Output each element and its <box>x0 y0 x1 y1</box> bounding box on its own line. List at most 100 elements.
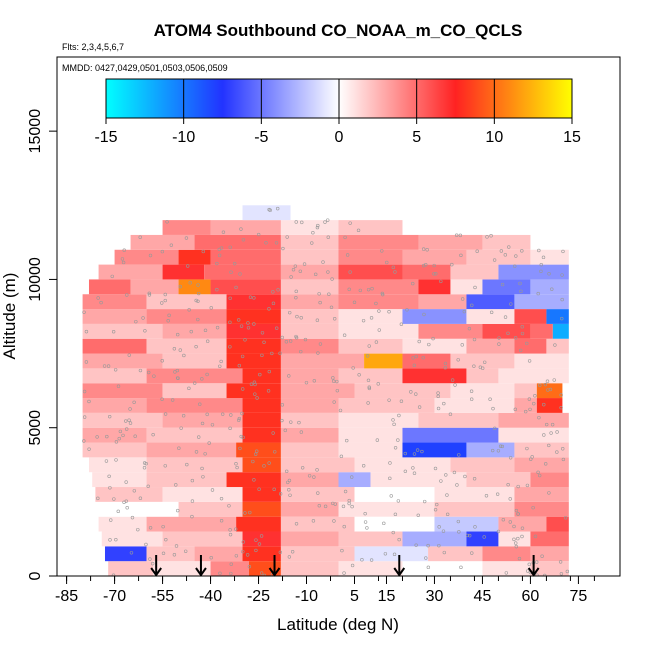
heatmap-cell <box>402 309 467 324</box>
sample-point <box>369 316 374 320</box>
sample-point <box>374 301 378 306</box>
sample-point <box>422 263 426 268</box>
sample-point <box>488 397 492 401</box>
sample-point <box>351 366 355 370</box>
sample-point <box>200 421 205 426</box>
x-tick-label: -10 <box>295 588 318 605</box>
sample-point <box>455 483 459 487</box>
sample-point <box>136 527 140 532</box>
colorbar-tick-label: -10 <box>172 129 195 146</box>
sample-point <box>161 551 166 555</box>
sample-point <box>170 398 175 402</box>
sample-point <box>271 301 276 306</box>
sample-point <box>550 287 554 291</box>
sample-point <box>516 484 520 489</box>
sample-point <box>414 392 418 396</box>
heatmap-cell <box>82 353 163 369</box>
heatmap-cell <box>466 442 515 458</box>
sample-point <box>190 499 195 503</box>
sample-point <box>275 326 279 330</box>
heatmap-cell <box>242 412 281 428</box>
heatmap-cell <box>354 516 435 532</box>
sample-point <box>257 542 262 546</box>
heatmap-cell <box>280 368 339 384</box>
sample-point <box>490 448 495 453</box>
sample-point <box>437 543 441 548</box>
sample-point <box>439 479 443 483</box>
heatmap-cell <box>338 531 403 547</box>
sample-point <box>122 248 126 252</box>
heatmap-cell <box>418 323 483 339</box>
sample-point <box>533 394 537 398</box>
x-tick-label: -25 <box>247 588 270 605</box>
heatmap-cell <box>428 546 483 562</box>
sample-point <box>363 520 368 524</box>
sample-point <box>409 390 413 394</box>
sample-point <box>175 368 180 373</box>
heatmap-cell <box>82 442 147 458</box>
sample-point <box>388 476 392 481</box>
heatmap-cell <box>162 353 227 369</box>
sample-point <box>520 534 524 539</box>
sample-point <box>525 341 529 346</box>
sample-point <box>366 378 371 383</box>
sample-point <box>82 389 87 394</box>
heatmap-cell <box>338 368 403 384</box>
y-axis-label: Altitude (m) <box>0 273 19 360</box>
sample-point <box>178 348 182 352</box>
heatmap-cell <box>552 323 569 339</box>
sample-point <box>347 498 351 503</box>
sample-point <box>164 537 168 542</box>
sample-point <box>219 496 224 501</box>
sample-point <box>369 558 374 562</box>
colorbar: -15 -10 -5 0 5 10 15 <box>94 78 581 146</box>
sample-point <box>460 343 464 347</box>
sample-point <box>335 388 340 393</box>
heatmap-cell <box>530 546 569 562</box>
sample-point <box>357 373 361 377</box>
heatmap-cell <box>242 531 281 547</box>
sample-point <box>553 343 557 347</box>
sample-point <box>380 249 384 253</box>
sample-point <box>433 508 438 512</box>
sample-point <box>391 530 395 535</box>
sample-point <box>544 422 549 427</box>
sample-point <box>287 478 292 483</box>
heatmap-cell <box>402 531 467 547</box>
sample-point <box>424 556 428 560</box>
sample-point <box>514 254 518 258</box>
heatmap-cell <box>104 546 147 562</box>
sample-point <box>258 372 262 377</box>
heatmap-cell <box>466 309 515 324</box>
sample-point <box>350 563 355 568</box>
sample-point <box>209 306 213 310</box>
heatmap-cell <box>226 383 281 399</box>
sample-point <box>286 480 290 485</box>
heatmap-cell <box>95 487 163 502</box>
sample-point <box>114 458 118 462</box>
sample-point <box>365 354 370 358</box>
heatmap-cell <box>280 531 339 547</box>
sample-point <box>133 434 137 438</box>
sample-point <box>237 363 242 368</box>
sample-point <box>560 273 564 277</box>
sample-point <box>138 235 142 239</box>
heatmap-cell <box>498 427 569 443</box>
sample-point <box>338 408 343 413</box>
sample-point <box>473 285 477 290</box>
heatmap-cell <box>354 546 429 562</box>
heatmap-cell <box>450 383 515 399</box>
sample-point <box>531 505 535 510</box>
sample-point <box>234 285 238 290</box>
heatmap-cell <box>402 338 467 354</box>
sample-point <box>453 383 457 387</box>
sample-point <box>185 462 189 467</box>
heatmap-cell <box>338 501 435 517</box>
heatmap-cell <box>530 472 569 488</box>
sample-point <box>399 322 404 326</box>
sample-point <box>361 318 366 323</box>
heatmap-cell <box>536 398 563 413</box>
sample-point <box>558 560 563 564</box>
sample-point <box>241 435 245 440</box>
